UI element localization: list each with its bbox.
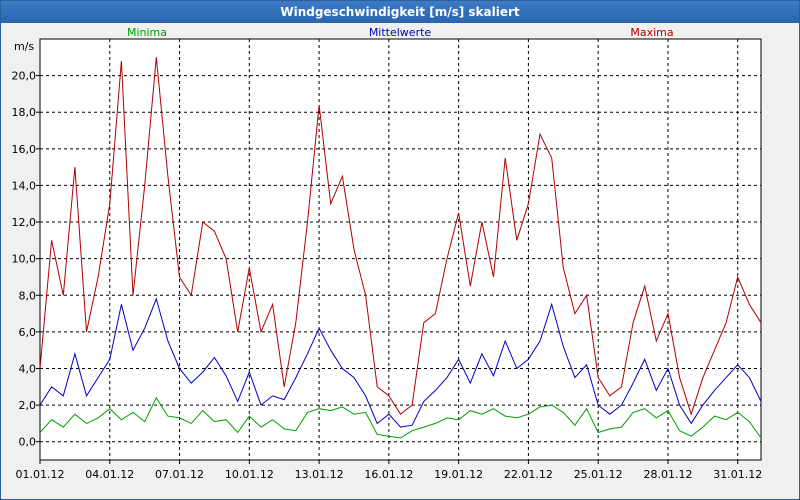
y-tick-label: 18,0: [12, 106, 37, 119]
x-tick-label: 25.01.12: [574, 468, 623, 481]
x-tick-label: 01.01.12: [16, 468, 65, 481]
y-tick-label: 14,0: [12, 179, 37, 192]
x-tick-label: 19.01.12: [434, 468, 483, 481]
y-tick-label: 20,0: [12, 70, 37, 83]
y-tick-label: 12,0: [12, 216, 37, 229]
window-title: Windgeschwindigkeit [m/s] skaliert: [1, 1, 799, 23]
y-axis-label: m/s: [14, 40, 34, 53]
x-tick-label: 04.01.12: [85, 468, 134, 481]
series-lines: [39, 57, 762, 439]
y-tick-label: 0,0: [19, 436, 37, 449]
legend-mittelwerte: Mittelwerte: [369, 26, 432, 39]
legend-maxima: Maxima: [630, 26, 673, 39]
y-tick-label: 4,0: [19, 362, 37, 375]
x-tick-label: 13.01.12: [295, 468, 344, 481]
x-axis: 01.01.12 04.01.12 07.01.12 10.01.12 13.01.12…: [16, 460, 762, 481]
x-tick-label: 10.01.12: [225, 468, 274, 481]
series-line-minima: [39, 396, 762, 439]
legend-minima: Minima: [127, 26, 167, 39]
y-tick-label: 10,0: [12, 253, 37, 266]
y-axis: 0,0 2,0 4,0 6,0 8,0 10,0 12,0 14,0 16,0 18,0 20,0: [12, 70, 40, 449]
x-tick-label: 16.01.12: [364, 468, 413, 481]
y-tick-label: 16,0: [12, 143, 37, 156]
x-tick-label: 28.01.12: [643, 468, 692, 481]
grid-lines: [39, 39, 761, 460]
y-tick-label: 2,0: [19, 399, 37, 412]
plot-area: [39, 38, 762, 461]
series-line-mittelwerte: [39, 297, 762, 428]
y-tick-label: 6,0: [19, 326, 37, 339]
series-line-maxima: [39, 57, 762, 416]
x-tick-label: 22.01.12: [504, 468, 553, 481]
x-tick-label: 07.01.12: [155, 468, 204, 481]
y-tick-label: 8,0: [19, 289, 37, 302]
x-tick-label: 31.01.12: [713, 468, 762, 481]
